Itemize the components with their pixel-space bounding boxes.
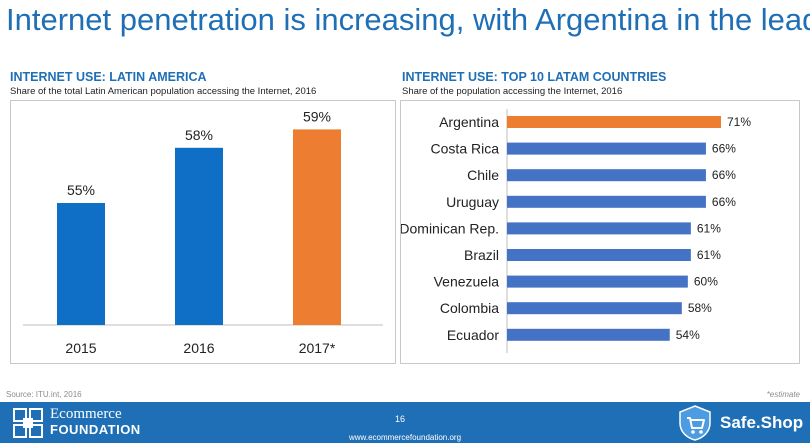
country-label: Chile bbox=[467, 167, 499, 183]
country-value-label: 61% bbox=[697, 221, 721, 235]
column-bar-2016 bbox=[175, 148, 223, 325]
country-value-label: 66% bbox=[712, 195, 736, 209]
country-label: Argentina bbox=[439, 114, 499, 130]
country-bar-ecuador bbox=[507, 329, 670, 341]
column-bar-2017 bbox=[293, 129, 341, 325]
country-value-label: 71% bbox=[727, 115, 751, 129]
country-label: Uruguay bbox=[446, 194, 499, 210]
column-value-label: 55% bbox=[67, 182, 95, 198]
country-value-label: 61% bbox=[697, 248, 721, 262]
country-value-label: 66% bbox=[712, 168, 736, 182]
country-bar-dominicanrep bbox=[507, 222, 691, 234]
country-bar-costarica bbox=[507, 143, 706, 155]
country-label: Dominican Rep. bbox=[401, 220, 499, 236]
column-category-label: 2016 bbox=[183, 340, 214, 356]
country-value-label: 66% bbox=[712, 142, 736, 156]
page-number: 16 bbox=[395, 414, 405, 424]
country-label: Colombia bbox=[440, 300, 499, 316]
country-bar-uruguay bbox=[507, 196, 706, 208]
country-bar-chile bbox=[507, 169, 706, 181]
safe-shop-shield-icon bbox=[676, 404, 714, 442]
country-value-label: 60% bbox=[694, 275, 718, 289]
country-bar-colombia bbox=[507, 302, 682, 314]
country-bar-venezuela bbox=[507, 276, 688, 288]
country-label: Costa Rica bbox=[431, 141, 500, 157]
country-label: Venezuela bbox=[434, 274, 500, 290]
column-bar-2015 bbox=[57, 203, 105, 325]
slide: Internet penetration is increasing, with… bbox=[0, 0, 810, 443]
top-countries-bar-chart: Argentina 71% Costa Rica 66% Chile 66% Uruguay… bbox=[400, 100, 800, 364]
country-value-label: 54% bbox=[676, 328, 700, 342]
country-bar-argentina bbox=[507, 116, 721, 128]
left-panel-heading: INTERNET USE: LATIN AMERICA bbox=[10, 70, 207, 84]
latam-column-chart-svg: 55% 2015 58% 2016 59% 2017* bbox=[11, 101, 395, 363]
country-label: Brazil bbox=[464, 247, 499, 263]
column-category-label: 2015 bbox=[65, 340, 96, 356]
column-category-label: 2017* bbox=[299, 340, 336, 356]
safe-shop-wordmark: Safe.Shop bbox=[720, 413, 803, 433]
source-note: Source: ITU.int, 2016 bbox=[6, 390, 82, 399]
right-panel-heading: INTERNET USE: TOP 10 LATAM COUNTRIES bbox=[402, 70, 666, 84]
footer-bar: Ecommerce FOUNDATION 16 www.ecommercefou… bbox=[0, 402, 810, 443]
country-label: Ecuador bbox=[447, 327, 499, 343]
column-value-label: 58% bbox=[185, 127, 213, 143]
estimate-note: *estimate bbox=[767, 390, 800, 399]
slide-title: Internet penetration is increasing, with… bbox=[6, 2, 806, 38]
country-bar-brazil bbox=[507, 249, 691, 261]
right-panel-subheading: Share of the population accessing the In… bbox=[402, 86, 622, 97]
brand-line-ecommerce: Ecommerce bbox=[50, 407, 141, 422]
top-countries-bar-chart-svg: Argentina 71% Costa Rica 66% Chile 66% Uruguay… bbox=[401, 101, 799, 363]
left-panel-subheading: Share of the total Latin American popula… bbox=[10, 86, 316, 97]
column-value-label: 59% bbox=[303, 108, 331, 124]
country-value-label: 58% bbox=[688, 301, 712, 315]
latam-column-chart: 55% 2015 58% 2016 59% 2017* bbox=[10, 100, 396, 364]
